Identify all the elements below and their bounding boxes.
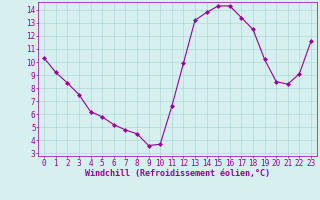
X-axis label: Windchill (Refroidissement éolien,°C): Windchill (Refroidissement éolien,°C)	[85, 169, 270, 178]
